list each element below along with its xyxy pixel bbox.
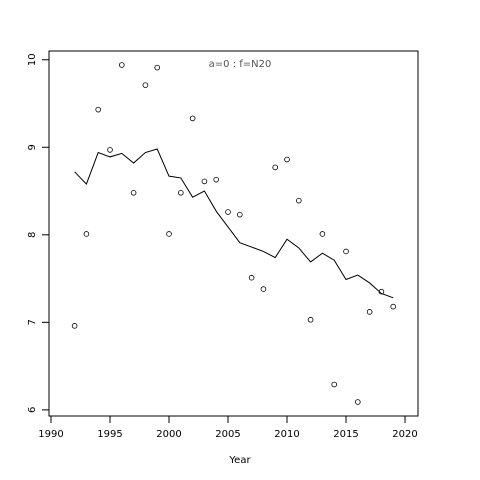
data-point: [119, 62, 125, 68]
x-tick-label: 1990: [38, 429, 63, 440]
data-point: [390, 303, 397, 310]
data-point: [83, 231, 90, 237]
x-tick-label: 2005: [215, 429, 240, 440]
data-point: [107, 147, 113, 153]
data-point: [201, 178, 208, 185]
annotation: a=0 : f=N20: [209, 59, 272, 70]
y-tick-label: 7: [27, 319, 38, 325]
y-tick-label: 10: [27, 53, 38, 66]
data-point: [225, 209, 231, 215]
data-point: [166, 231, 172, 237]
x-tick-label: 2020: [392, 429, 417, 440]
data-point: [307, 316, 314, 323]
data-point: [248, 274, 255, 281]
x-tick-label: 2000: [156, 429, 181, 440]
data-point: [296, 197, 302, 204]
data-point: [130, 189, 137, 196]
data-point: [355, 399, 361, 405]
data-point: [331, 381, 338, 388]
data-point: [189, 115, 196, 122]
x-axis-label: Year: [228, 455, 251, 466]
data-point: [213, 176, 220, 183]
data-point: [95, 106, 102, 113]
data-point: [319, 231, 326, 237]
x-tick-label: 1995: [97, 429, 122, 440]
data-point: [154, 64, 161, 71]
y-tick-label: 9: [27, 144, 38, 150]
data-point: [272, 164, 279, 171]
data-point: [71, 323, 78, 329]
y-tick-label: 8: [27, 232, 38, 238]
data-point: [284, 156, 290, 163]
x-tick-label: 2015: [333, 429, 358, 440]
x-tick-label: 2010: [274, 429, 299, 440]
data-point: [142, 82, 149, 88]
data-point: [343, 248, 349, 255]
y-tick-label: 6: [27, 407, 38, 413]
plot-frame: [48, 50, 419, 417]
data-point: [178, 189, 184, 196]
data-point: [260, 286, 267, 292]
data-point: [366, 309, 373, 315]
trend-line: [74, 148, 394, 299]
data-point: [237, 211, 243, 218]
